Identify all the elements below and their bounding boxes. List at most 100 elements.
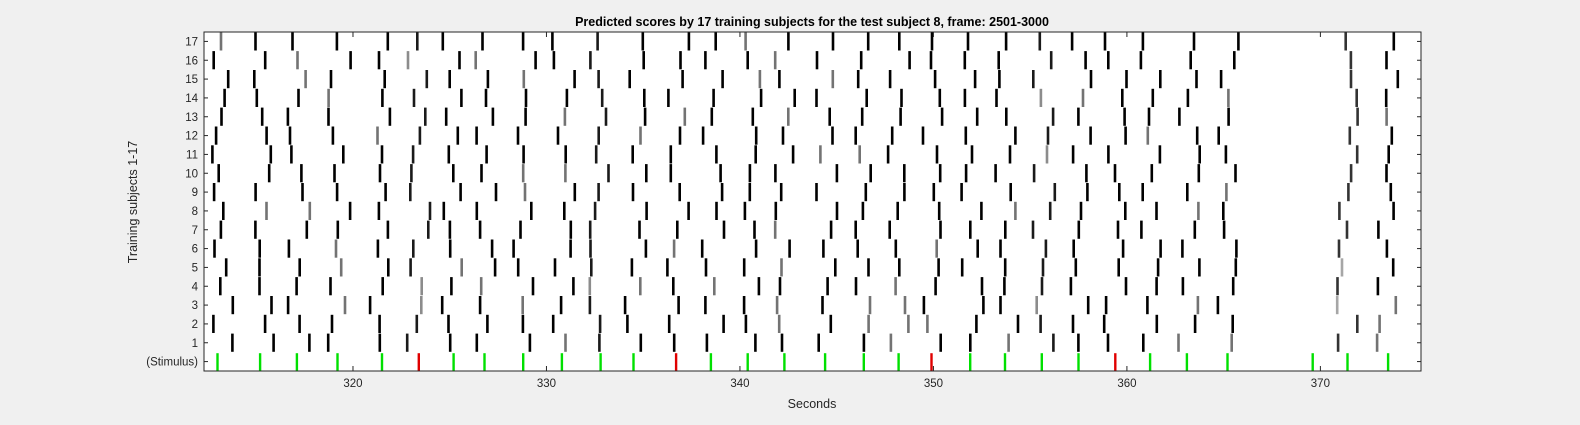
prediction-mark: [377, 51, 381, 70]
prediction-mark: [298, 314, 301, 333]
prediction-mark: [898, 32, 901, 51]
prediction-mark: [1077, 333, 1080, 352]
stimulus-mark: [823, 353, 827, 371]
stimulus-mark: [1114, 353, 1117, 371]
prediction-mark: [593, 201, 597, 220]
prediction-mark: [861, 201, 865, 220]
prediction-mark: [815, 183, 818, 202]
prediction-mark: [1124, 126, 1127, 145]
prediction-mark: [678, 183, 681, 202]
prediction-mark: [1044, 239, 1048, 258]
y-tick-label: 15: [185, 74, 198, 86]
prediction-mark: [1014, 126, 1017, 145]
prediction-mark: [710, 107, 714, 126]
prediction-mark: [267, 164, 271, 183]
prediction-mark: [666, 258, 669, 277]
prediction-mark: [1355, 88, 1358, 107]
prediction-mark: [493, 258, 497, 277]
prediction-mark: [1335, 296, 1339, 315]
prediction-mark: [569, 220, 573, 239]
prediction-mark: [669, 145, 673, 164]
prediction-mark: [643, 107, 647, 126]
prediction-mark: [1192, 32, 1196, 51]
prediction-mark: [896, 201, 899, 220]
prediction-mark: [521, 32, 525, 51]
prediction-mark: [217, 164, 220, 183]
prediction-mark: [448, 333, 452, 352]
prediction-mark: [1155, 201, 1158, 220]
prediction-mark: [1385, 51, 1388, 70]
prediction-mark: [1348, 126, 1352, 145]
prediction-mark: [1349, 164, 1353, 183]
prediction-mark: [938, 164, 942, 183]
prediction-mark: [780, 333, 784, 352]
prediction-mark: [759, 88, 763, 107]
prediction-mark: [330, 314, 334, 333]
prediction-mark: [231, 296, 235, 315]
prediction-mark: [1049, 51, 1053, 70]
prediction-mark: [700, 239, 704, 258]
prediction-mark: [573, 70, 576, 89]
prediction-mark: [444, 107, 448, 126]
prediction-mark: [1155, 314, 1159, 333]
prediction-mark: [722, 314, 725, 333]
prediction-mark: [862, 333, 866, 352]
prediction-mark: [720, 183, 724, 202]
prediction-mark: [588, 277, 592, 296]
prediction-mark: [528, 333, 532, 352]
prediction-mark: [481, 32, 484, 51]
prediction-mark: [475, 201, 479, 220]
prediction-mark: [427, 220, 430, 239]
prediction-mark: [712, 88, 715, 107]
prediction-mark: [926, 314, 929, 333]
prediction-mark: [898, 258, 901, 277]
prediction-mark: [894, 239, 898, 258]
prediction-mark: [521, 314, 525, 333]
prediction-mark: [964, 164, 968, 183]
prediction-mark: [484, 88, 488, 107]
prediction-mark: [348, 201, 352, 220]
prediction-mark: [742, 296, 746, 315]
prediction-mark: [339, 258, 343, 277]
prediction-mark: [890, 126, 894, 145]
prediction-mark: [440, 296, 444, 315]
prediction-mark: [888, 70, 892, 89]
prediction-mark: [1077, 220, 1081, 239]
prediction-mark: [381, 88, 384, 107]
prediction-mark: [265, 126, 268, 145]
prediction-mark: [1041, 258, 1045, 277]
stimulus-mark: [674, 353, 678, 371]
prediction-mark: [1177, 333, 1180, 352]
prediction-mark: [831, 32, 835, 51]
prediction-mark: [368, 296, 372, 315]
prediction-mark: [1003, 277, 1006, 296]
prediction-mark: [231, 333, 234, 352]
prediction-mark: [222, 201, 225, 220]
prediction-mark: [448, 70, 451, 89]
prediction-mark: [672, 277, 675, 296]
prediction-mark: [450, 277, 453, 296]
prediction-mark: [1071, 314, 1075, 333]
prediction-mark: [286, 296, 290, 315]
prediction-mark: [1103, 32, 1107, 51]
prediction-mark: [263, 314, 267, 333]
prediction-mark: [704, 258, 708, 277]
y-tick-label: 7: [192, 225, 198, 237]
prediction-mark: [1038, 32, 1042, 51]
stimulus-mark: [1386, 353, 1390, 371]
prediction-mark: [638, 220, 641, 239]
prediction-mark: [410, 164, 413, 183]
prediction-mark: [672, 239, 676, 258]
stimulus-mark: [783, 353, 786, 371]
prediction-mark: [867, 258, 870, 277]
prediction-mark: [1084, 51, 1087, 70]
prediction-mark: [1224, 145, 1228, 164]
prediction-mark: [777, 314, 781, 333]
prediction-mark: [224, 258, 228, 277]
stimulus-mark: [483, 353, 486, 371]
prediction-mark: [748, 183, 752, 202]
prediction-mark: [743, 201, 747, 220]
prediction-mark: [383, 70, 386, 89]
prediction-mark: [1377, 220, 1380, 239]
